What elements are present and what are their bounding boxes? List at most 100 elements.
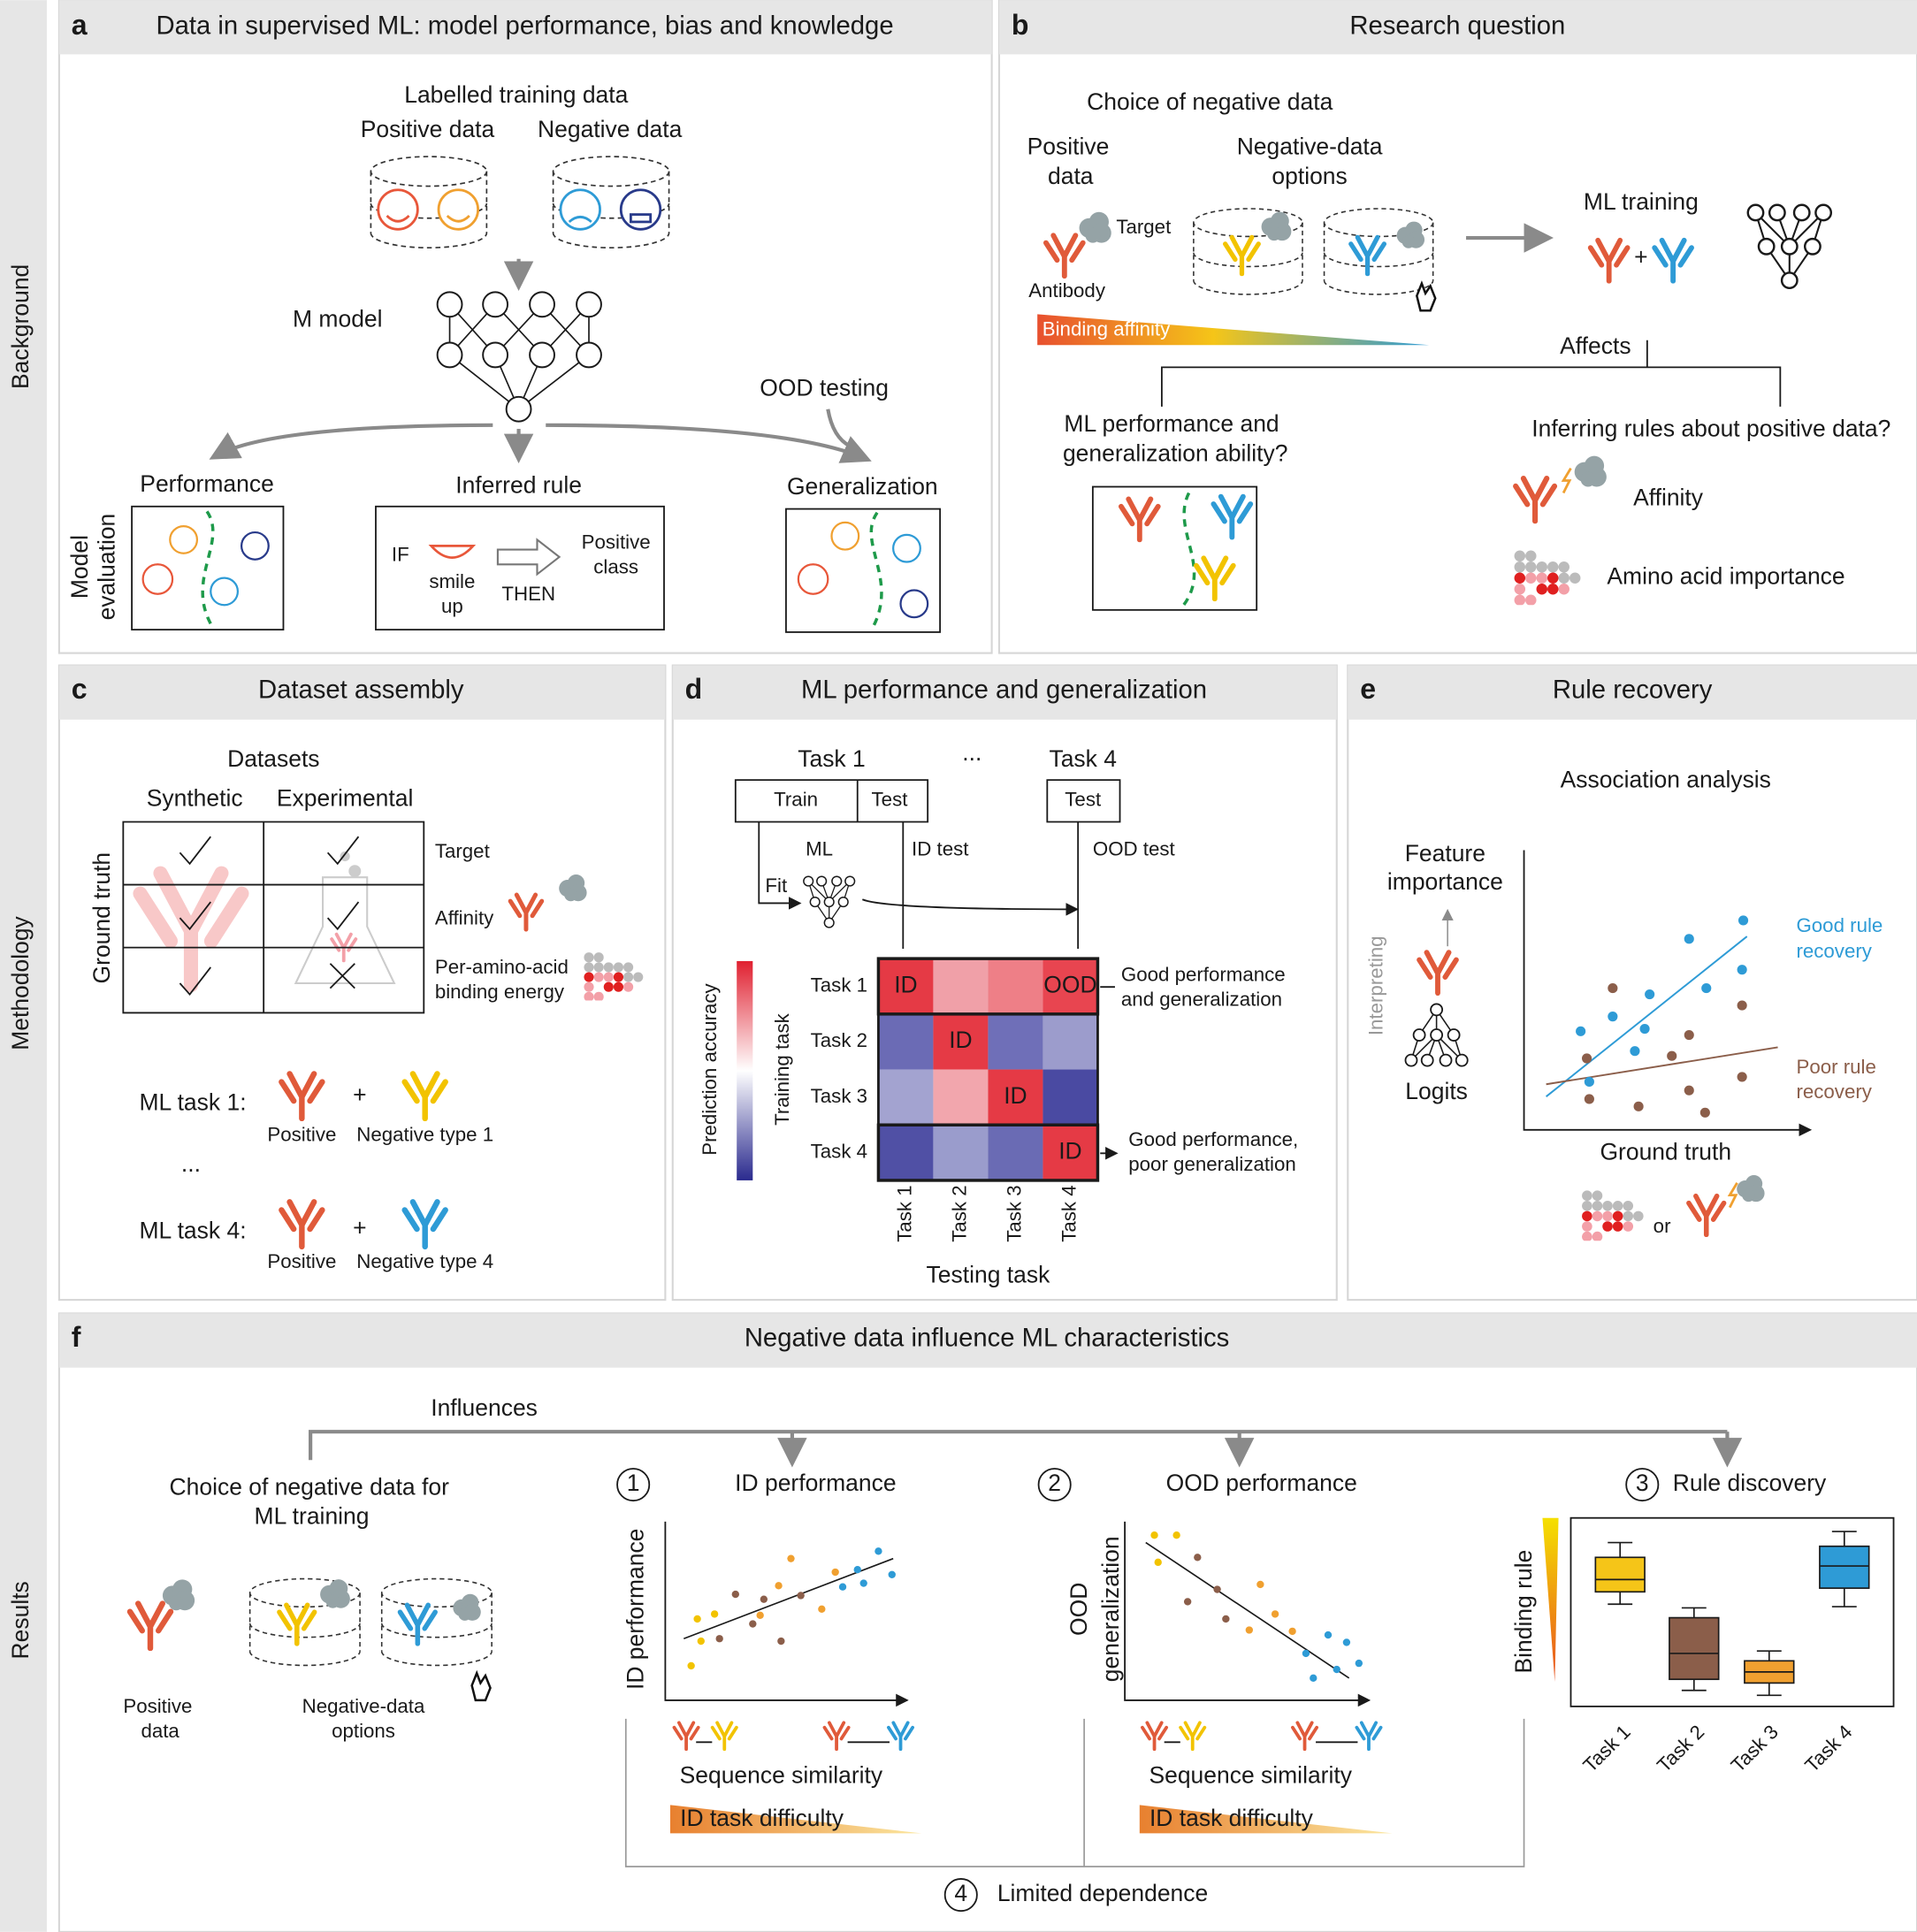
label: ID performance — [735, 1470, 896, 1496]
label: c — [72, 673, 88, 705]
shape-circle — [1699, 1107, 1710, 1118]
heatmap-cell — [878, 1125, 934, 1180]
shape-circle — [1324, 1630, 1333, 1639]
shape-circle — [888, 1570, 896, 1578]
heatmap-cell — [988, 1013, 1043, 1070]
label: Ground truth — [1600, 1138, 1731, 1165]
label: Amino acid importance — [1607, 563, 1844, 590]
shape-circle — [899, 589, 929, 619]
label: generalization — [1097, 1536, 1124, 1682]
label: M model — [293, 305, 383, 332]
heatmap-cell — [1043, 1069, 1098, 1126]
label: + — [1634, 244, 1647, 271]
shape-circle — [1150, 1531, 1158, 1539]
row-label: Task 4 — [811, 1140, 867, 1162]
label: ID performance — [622, 1529, 648, 1690]
label: Choice of negative data for — [170, 1473, 450, 1500]
shape-circle — [1684, 1085, 1694, 1096]
label: Negative type 4 — [356, 1250, 493, 1272]
label: class — [593, 555, 638, 577]
heatmap-cell — [878, 958, 934, 1014]
shape-path — [1181, 492, 1196, 607]
label: THEN — [501, 583, 555, 605]
shape-rect — [1569, 1516, 1895, 1707]
label: ML performance and generalization — [801, 676, 1207, 705]
shape-circle — [1172, 1531, 1180, 1539]
shape-rect — [58, 1313, 1917, 1368]
shape-circle — [482, 291, 509, 318]
shape-polygon — [1542, 1517, 1559, 1683]
label: data — [141, 1720, 179, 1742]
shape-path — [179, 966, 211, 996]
shape-path — [496, 538, 561, 577]
shape-g — [141, 521, 929, 619]
label: Labelled training data — [404, 81, 628, 108]
shape-circle — [797, 563, 829, 595]
shape-path — [624, 1718, 1525, 1867]
shape-circle — [797, 1592, 805, 1600]
label: Negative-data — [302, 1695, 425, 1717]
label: Rule recovery — [1553, 676, 1713, 705]
label: ... — [962, 739, 981, 766]
shape-g — [1582, 983, 1747, 1118]
label: Interpreting — [1365, 935, 1387, 1035]
shape-circle — [141, 563, 174, 595]
label: binding energy — [435, 981, 565, 1003]
label: OOD — [1065, 1583, 1092, 1636]
label: Task 4 — [1049, 745, 1117, 772]
shape-circle — [619, 188, 662, 231]
shape-line — [1546, 1046, 1778, 1086]
shape-rect — [1091, 485, 1258, 611]
shape-circle — [240, 531, 270, 561]
label: data — [1048, 163, 1094, 189]
label: Affects — [1560, 332, 1631, 359]
shape-g — [1594, 1531, 1870, 1697]
shape-circle — [1645, 989, 1655, 1000]
col-label: Task 2 — [948, 1185, 970, 1241]
shape-circle — [482, 341, 509, 369]
shape-path — [179, 836, 211, 866]
shape-rect — [1819, 1545, 1870, 1589]
shape-rect — [785, 508, 942, 633]
label: Poor rule — [1796, 1056, 1875, 1078]
shape-g — [436, 291, 602, 423]
shape-circle — [838, 1583, 847, 1591]
label: OOD performance — [1166, 1470, 1357, 1496]
shape-circle — [1737, 1072, 1747, 1082]
label: Task 1 — [798, 745, 866, 772]
label: Limited dependence — [997, 1880, 1208, 1906]
shape-path — [446, 214, 470, 223]
label: Sequence similarity — [680, 1761, 883, 1788]
shape-path — [869, 511, 883, 630]
highlight-row — [876, 1123, 1100, 1182]
shape-path — [470, 1669, 492, 1702]
shape-circle — [874, 1547, 882, 1555]
shape-g — [386, 213, 653, 224]
label: Inferred rule — [455, 472, 582, 499]
heatmap-cell — [878, 1013, 934, 1070]
shape-g — [838, 1547, 1363, 1683]
shape-rect — [57, 1312, 1917, 1932]
label: Inferring rules about positive data? — [1531, 415, 1890, 441]
shape-circle — [1684, 934, 1694, 944]
shape-circle — [1639, 1023, 1650, 1035]
shape-circle — [616, 1468, 651, 1502]
shape-circle — [760, 1595, 768, 1603]
heatmap-cell — [933, 1125, 989, 1180]
heatmap-cell — [1043, 958, 1098, 1014]
panel-b: b Research question Choice of negative d… — [997, 0, 1917, 654]
label: Affinity — [1633, 484, 1704, 510]
shape-circle — [340, 851, 350, 862]
shape-circle — [1701, 983, 1712, 994]
shape-g — [687, 1531, 1180, 1670]
shape-rect — [375, 505, 665, 631]
label: Positive — [1027, 133, 1110, 159]
shape-circle — [831, 1568, 839, 1577]
col-label: Task 3 — [1003, 1185, 1025, 1241]
shape-circle — [943, 1878, 978, 1913]
shape-path — [861, 821, 1078, 949]
shape-polygon — [1139, 1805, 1393, 1834]
label: up — [441, 595, 463, 617]
shape-circle — [1584, 1094, 1594, 1104]
